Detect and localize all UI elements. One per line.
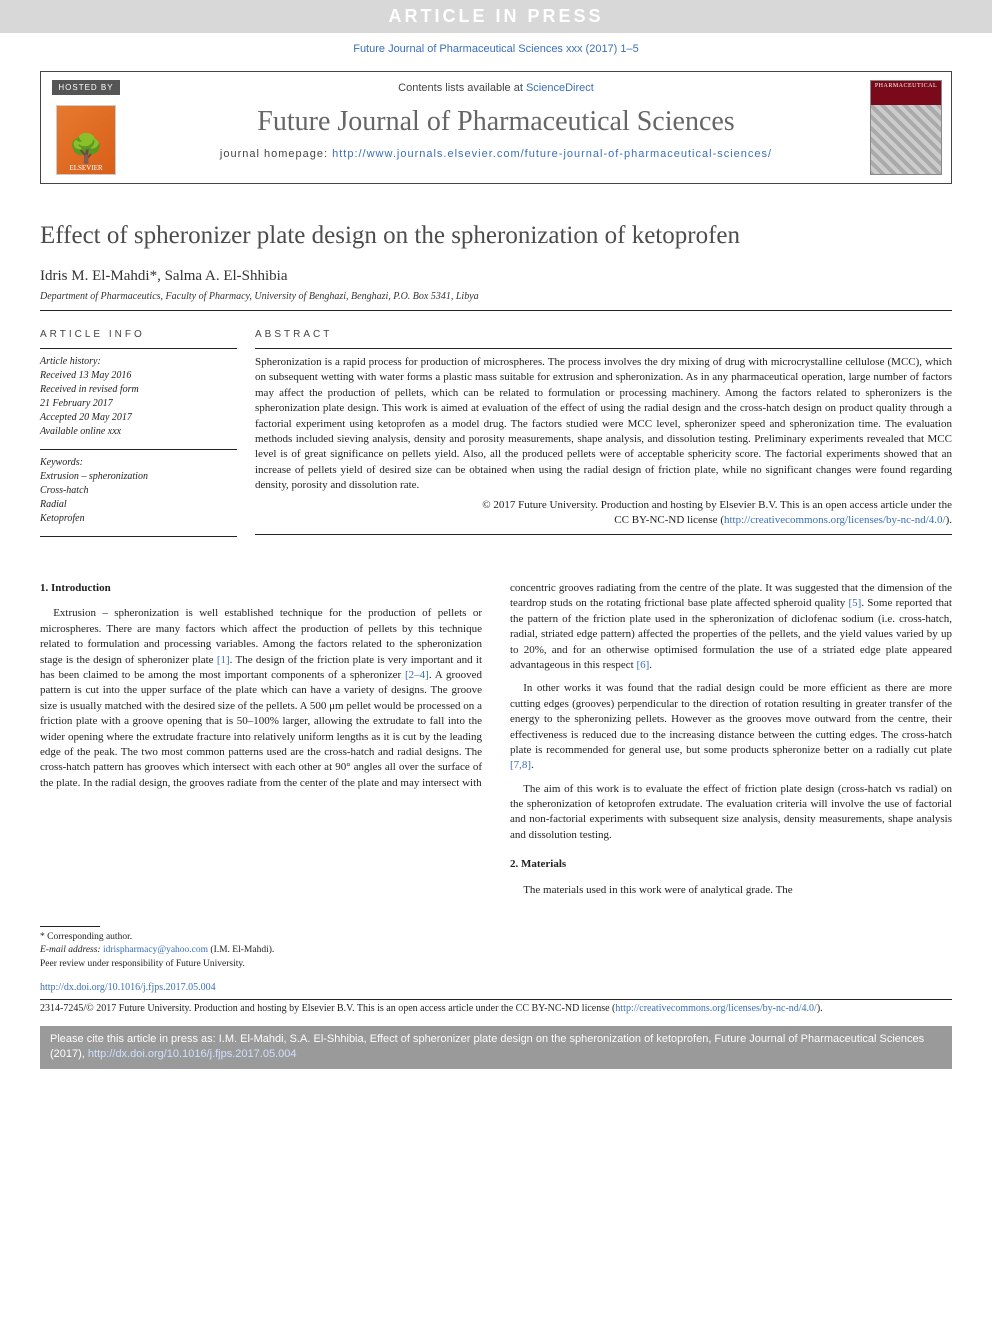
citation-doi-link[interactable]: http://dx.doi.org/10.1016/j.fjps.2017.05… [88,1048,297,1060]
title-block: Effect of spheronizer plate design on th… [40,222,952,302]
ref-link[interactable]: [1] [217,654,230,666]
ref-link[interactable]: [2–4] [405,669,429,681]
right-column: concentric grooves radiating from the ce… [510,581,952,906]
corresponding-author: * Corresponding author. [40,931,476,944]
paragraph: In other works it was found that the rad… [510,681,952,773]
info-head: ARTICLE INFO [40,329,237,340]
keyword: Ketoprofen [40,512,237,526]
email-line: E-mail address: idrispharmacy@yahoo.com … [40,944,476,957]
abstract-rule [255,534,952,535]
article-info: ARTICLE INFO Article history: Received 1… [40,329,255,543]
footnote-rule [40,926,100,927]
history-line: Received 13 May 2016 [40,369,237,383]
contents-line: Contents lists available at ScienceDirec… [135,82,857,94]
cover-image [871,105,941,175]
history-block: Article history: Received 13 May 2016 Re… [40,355,237,439]
authors: Idris M. El-Mahdi*, Salma A. El-Shhibia [40,268,952,285]
email-suffix: (I.M. El-Mahdi). [208,945,274,955]
abstract-head: ABSTRACT [255,329,952,340]
text: . A grooved pattern is cut into the uppe… [40,669,482,789]
abstract-rule [255,348,952,349]
footnotes: * Corresponding author. E-mail address: … [40,926,476,971]
section-head-materials: 2. Materials [510,857,952,872]
ref-link[interactable]: [6] [636,659,649,671]
info-rule [40,449,237,450]
journal-name: Future Journal of Pharmaceutical Science… [135,106,857,138]
copyright-line: ). [946,514,952,526]
journal-header: HOSTED BY 🌳 ELSEVIER Contents lists avai… [40,71,952,184]
copyright-block: © 2017 Future University. Production and… [255,498,952,529]
doi-rule [40,999,952,1000]
elsevier-text: ELSEVIER [69,164,102,172]
copyright-line: CC BY-NC-ND license ( [614,514,724,526]
keywords-block: Keywords: Extrusion – spheronization Cro… [40,456,237,526]
keyword: Cross-hatch [40,484,237,498]
text: In other works it was found that the rad… [510,682,952,756]
keyword: Radial [40,498,237,512]
keyword: Extrusion – spheronization [40,470,237,484]
hosted-by-column: HOSTED BY 🌳 ELSEVIER [41,72,131,183]
peer-review-note: Peer review under responsibility of Futu… [40,958,476,971]
journal-cover-thumb: PHARMACEUTICAL [870,80,942,175]
text: . [649,659,652,671]
history-line: 21 February 2017 [40,397,237,411]
history-line: Available online xxx [40,425,237,439]
homepage-line: journal homepage: http://www.journals.el… [135,148,857,160]
keywords-label: Keywords: [40,456,237,470]
ref-link[interactable]: [7,8] [510,759,531,771]
cover-column: PHARMACEUTICAL [861,72,951,183]
elsevier-logo: 🌳 ELSEVIER [56,105,116,175]
hosted-by-label: HOSTED BY [52,80,119,95]
info-abstract-row: ARTICLE INFO Article history: Received 1… [40,311,952,543]
license-text: ). [817,1003,823,1014]
article-in-press-banner: ARTICLE IN PRESS [0,0,992,33]
cover-label: PHARMACEUTICAL [871,81,941,105]
abstract-column: ABSTRACT Spheronization is a rapid proce… [255,329,952,543]
email-link[interactable]: idrispharmacy@yahoo.com [103,945,208,955]
history-label: Article history: [40,355,237,369]
paragraph: concentric grooves radiating from the ce… [510,581,952,673]
history-line: Received in revised form [40,383,237,397]
info-rule [40,348,237,349]
homepage-prefix: journal homepage: [220,148,332,160]
sciencedirect-link[interactable]: ScienceDirect [526,82,594,94]
contents-prefix: Contents lists available at [398,82,526,94]
history-line: Accepted 20 May 2017 [40,411,237,425]
cc-license-link[interactable]: http://creativecommons.org/licenses/by-n… [615,1003,816,1014]
text: . [531,759,534,771]
doi-link[interactable]: http://dx.doi.org/10.1016/j.fjps.2017.05… [40,982,216,993]
section-head-intro: 1. Introduction [40,581,482,596]
affiliation: Department of Pharmaceutics, Faculty of … [40,291,952,302]
copyright-line: © 2017 Future University. Production and… [482,499,952,511]
running-head: Future Journal of Pharmaceutical Science… [0,33,992,71]
info-rule [40,536,237,537]
abstract-text: Spheronization is a rapid process for pr… [255,355,952,494]
paper-title: Effect of spheronizer plate design on th… [40,222,952,250]
email-label: E-mail address: [40,945,103,955]
citation-box: Please cite this article in press as: I.… [40,1026,952,1069]
doi-block: http://dx.doi.org/10.1016/j.fjps.2017.05… [40,981,952,1016]
tree-icon: 🌳 [69,136,104,164]
header-center: Contents lists available at ScienceDirec… [131,72,861,183]
homepage-link[interactable]: http://www.journals.elsevier.com/future-… [332,148,772,160]
license-text: 2314-7245/© 2017 Future University. Prod… [40,1003,615,1014]
paragraph: The materials used in this work were of … [510,883,952,898]
ref-link[interactable]: [5] [848,597,861,609]
cc-license-link[interactable]: http://creativecommons.org/licenses/by-n… [724,514,946,526]
body-columns: 1. Introduction Extrusion – spheronizati… [40,581,952,906]
left-column: 1. Introduction Extrusion – spheronizati… [40,581,482,906]
paragraph: The aim of this work is to evaluate the … [510,782,952,844]
paragraph: Extrusion – spheronization is well estab… [40,606,482,791]
